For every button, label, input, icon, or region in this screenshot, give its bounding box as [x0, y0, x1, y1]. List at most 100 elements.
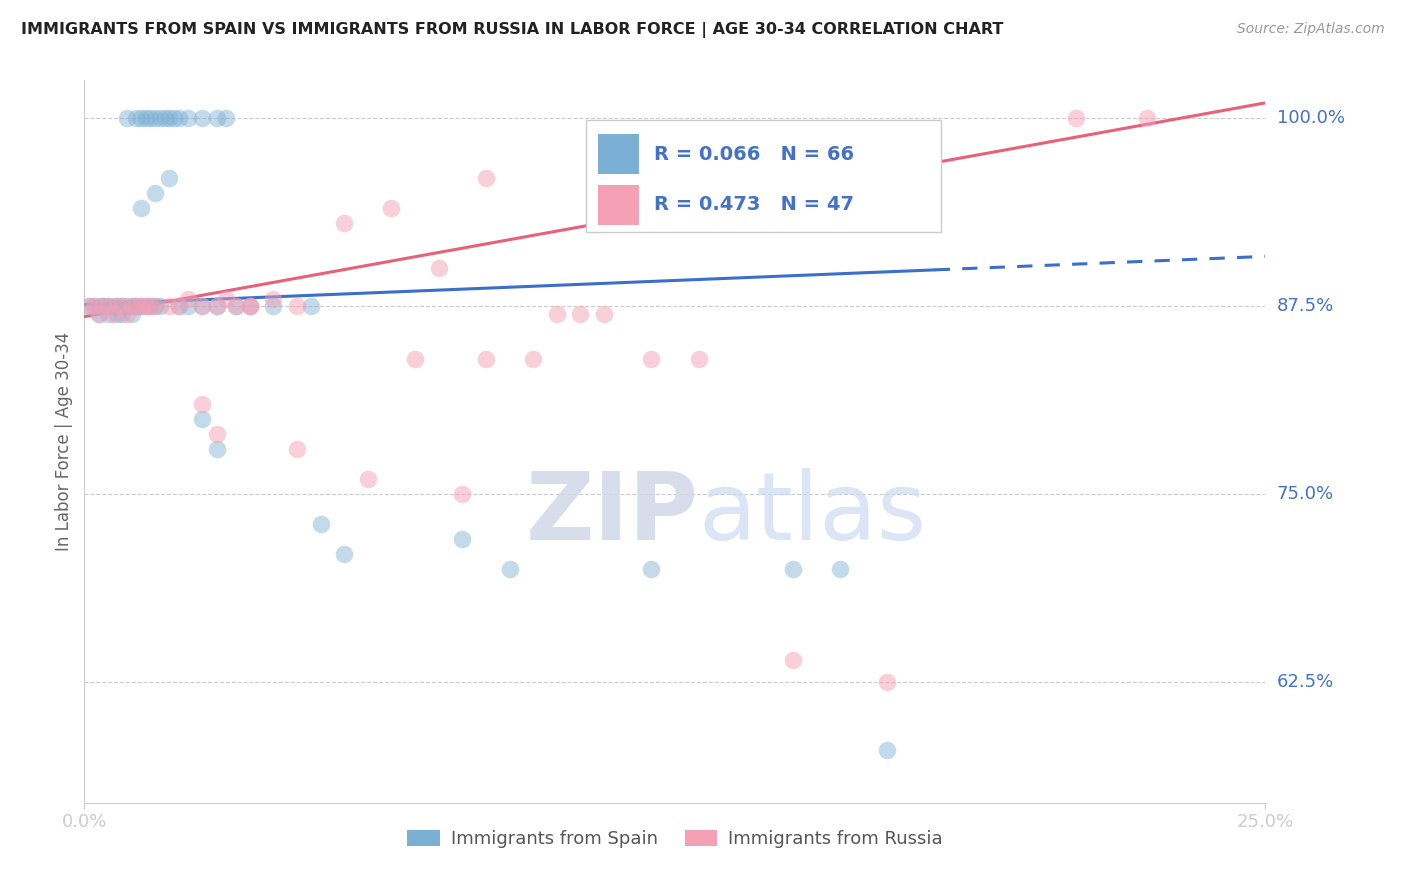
- Point: [129, 299, 152, 313]
- Text: 62.5%: 62.5%: [1277, 673, 1334, 691]
- Point: [215, 292, 238, 306]
- Point: [205, 442, 228, 456]
- Legend: Immigrants from Spain, Immigrants from Russia: Immigrants from Spain, Immigrants from R…: [399, 822, 950, 855]
- Point: [83, 299, 105, 313]
- Text: R = 0.066   N = 66: R = 0.066 N = 66: [654, 145, 853, 164]
- Point: [688, 351, 710, 366]
- Point: [285, 442, 308, 456]
- Point: [87, 307, 110, 321]
- Point: [135, 299, 157, 313]
- Point: [97, 299, 120, 313]
- Point: [167, 111, 190, 125]
- Point: [498, 562, 520, 576]
- Point: [876, 743, 898, 757]
- Point: [333, 216, 356, 230]
- Point: [357, 472, 380, 486]
- Point: [149, 299, 172, 313]
- Point: [191, 111, 214, 125]
- Point: [97, 299, 120, 313]
- Point: [77, 299, 100, 313]
- Point: [451, 533, 474, 547]
- Point: [101, 299, 124, 313]
- Point: [427, 261, 450, 276]
- Point: [111, 307, 134, 321]
- Point: [309, 517, 332, 532]
- Point: [782, 562, 804, 576]
- Point: [129, 299, 152, 313]
- Point: [139, 299, 162, 313]
- Point: [239, 299, 262, 313]
- Point: [205, 299, 228, 313]
- Bar: [598, 135, 640, 174]
- Point: [191, 397, 214, 411]
- Point: [404, 351, 426, 366]
- Y-axis label: In Labor Force | Age 30-34: In Labor Force | Age 30-34: [55, 332, 73, 551]
- Text: 75.0%: 75.0%: [1277, 485, 1334, 503]
- Point: [143, 299, 166, 313]
- Point: [451, 487, 474, 501]
- Point: [1136, 111, 1159, 125]
- Point: [177, 111, 200, 125]
- Point: [239, 299, 262, 313]
- Text: 87.5%: 87.5%: [1277, 297, 1334, 315]
- Point: [139, 299, 162, 313]
- Point: [225, 299, 247, 313]
- Point: [191, 412, 214, 426]
- Point: [640, 351, 662, 366]
- Text: R = 0.473   N = 47: R = 0.473 N = 47: [654, 195, 853, 214]
- Point: [77, 299, 100, 313]
- Point: [121, 299, 143, 313]
- Point: [225, 299, 247, 313]
- Point: [87, 299, 110, 313]
- Point: [149, 111, 172, 125]
- Point: [239, 299, 262, 313]
- Point: [299, 299, 322, 313]
- Point: [262, 299, 284, 313]
- Point: [143, 111, 166, 125]
- Point: [115, 299, 138, 313]
- Bar: [598, 185, 640, 225]
- Point: [107, 299, 129, 313]
- Point: [163, 111, 186, 125]
- Point: [475, 351, 498, 366]
- Point: [191, 299, 214, 313]
- Point: [97, 307, 120, 321]
- Point: [177, 299, 200, 313]
- Point: [177, 292, 200, 306]
- Point: [569, 307, 592, 321]
- Point: [205, 111, 228, 125]
- Point: [191, 299, 214, 313]
- Point: [640, 562, 662, 576]
- Point: [135, 299, 157, 313]
- Point: [167, 299, 190, 313]
- Point: [333, 548, 356, 562]
- Point: [167, 299, 190, 313]
- FancyBboxPatch shape: [586, 120, 941, 232]
- Point: [876, 675, 898, 690]
- Point: [91, 299, 114, 313]
- Point: [157, 171, 180, 186]
- Point: [111, 299, 134, 313]
- Text: ZIP: ZIP: [526, 467, 699, 560]
- Point: [121, 299, 143, 313]
- Point: [107, 299, 129, 313]
- Point: [157, 299, 180, 313]
- Point: [115, 307, 138, 321]
- Point: [205, 299, 228, 313]
- Point: [593, 307, 616, 321]
- Point: [139, 111, 162, 125]
- Point: [101, 307, 124, 321]
- Point: [125, 111, 148, 125]
- Point: [121, 307, 143, 321]
- Point: [135, 111, 157, 125]
- Point: [546, 307, 568, 321]
- Point: [87, 307, 110, 321]
- Point: [205, 427, 228, 442]
- Point: [143, 299, 166, 313]
- Point: [380, 201, 402, 215]
- Point: [107, 307, 129, 321]
- Text: Source: ZipAtlas.com: Source: ZipAtlas.com: [1237, 22, 1385, 37]
- Point: [830, 562, 852, 576]
- Point: [143, 186, 166, 201]
- Point: [262, 292, 284, 306]
